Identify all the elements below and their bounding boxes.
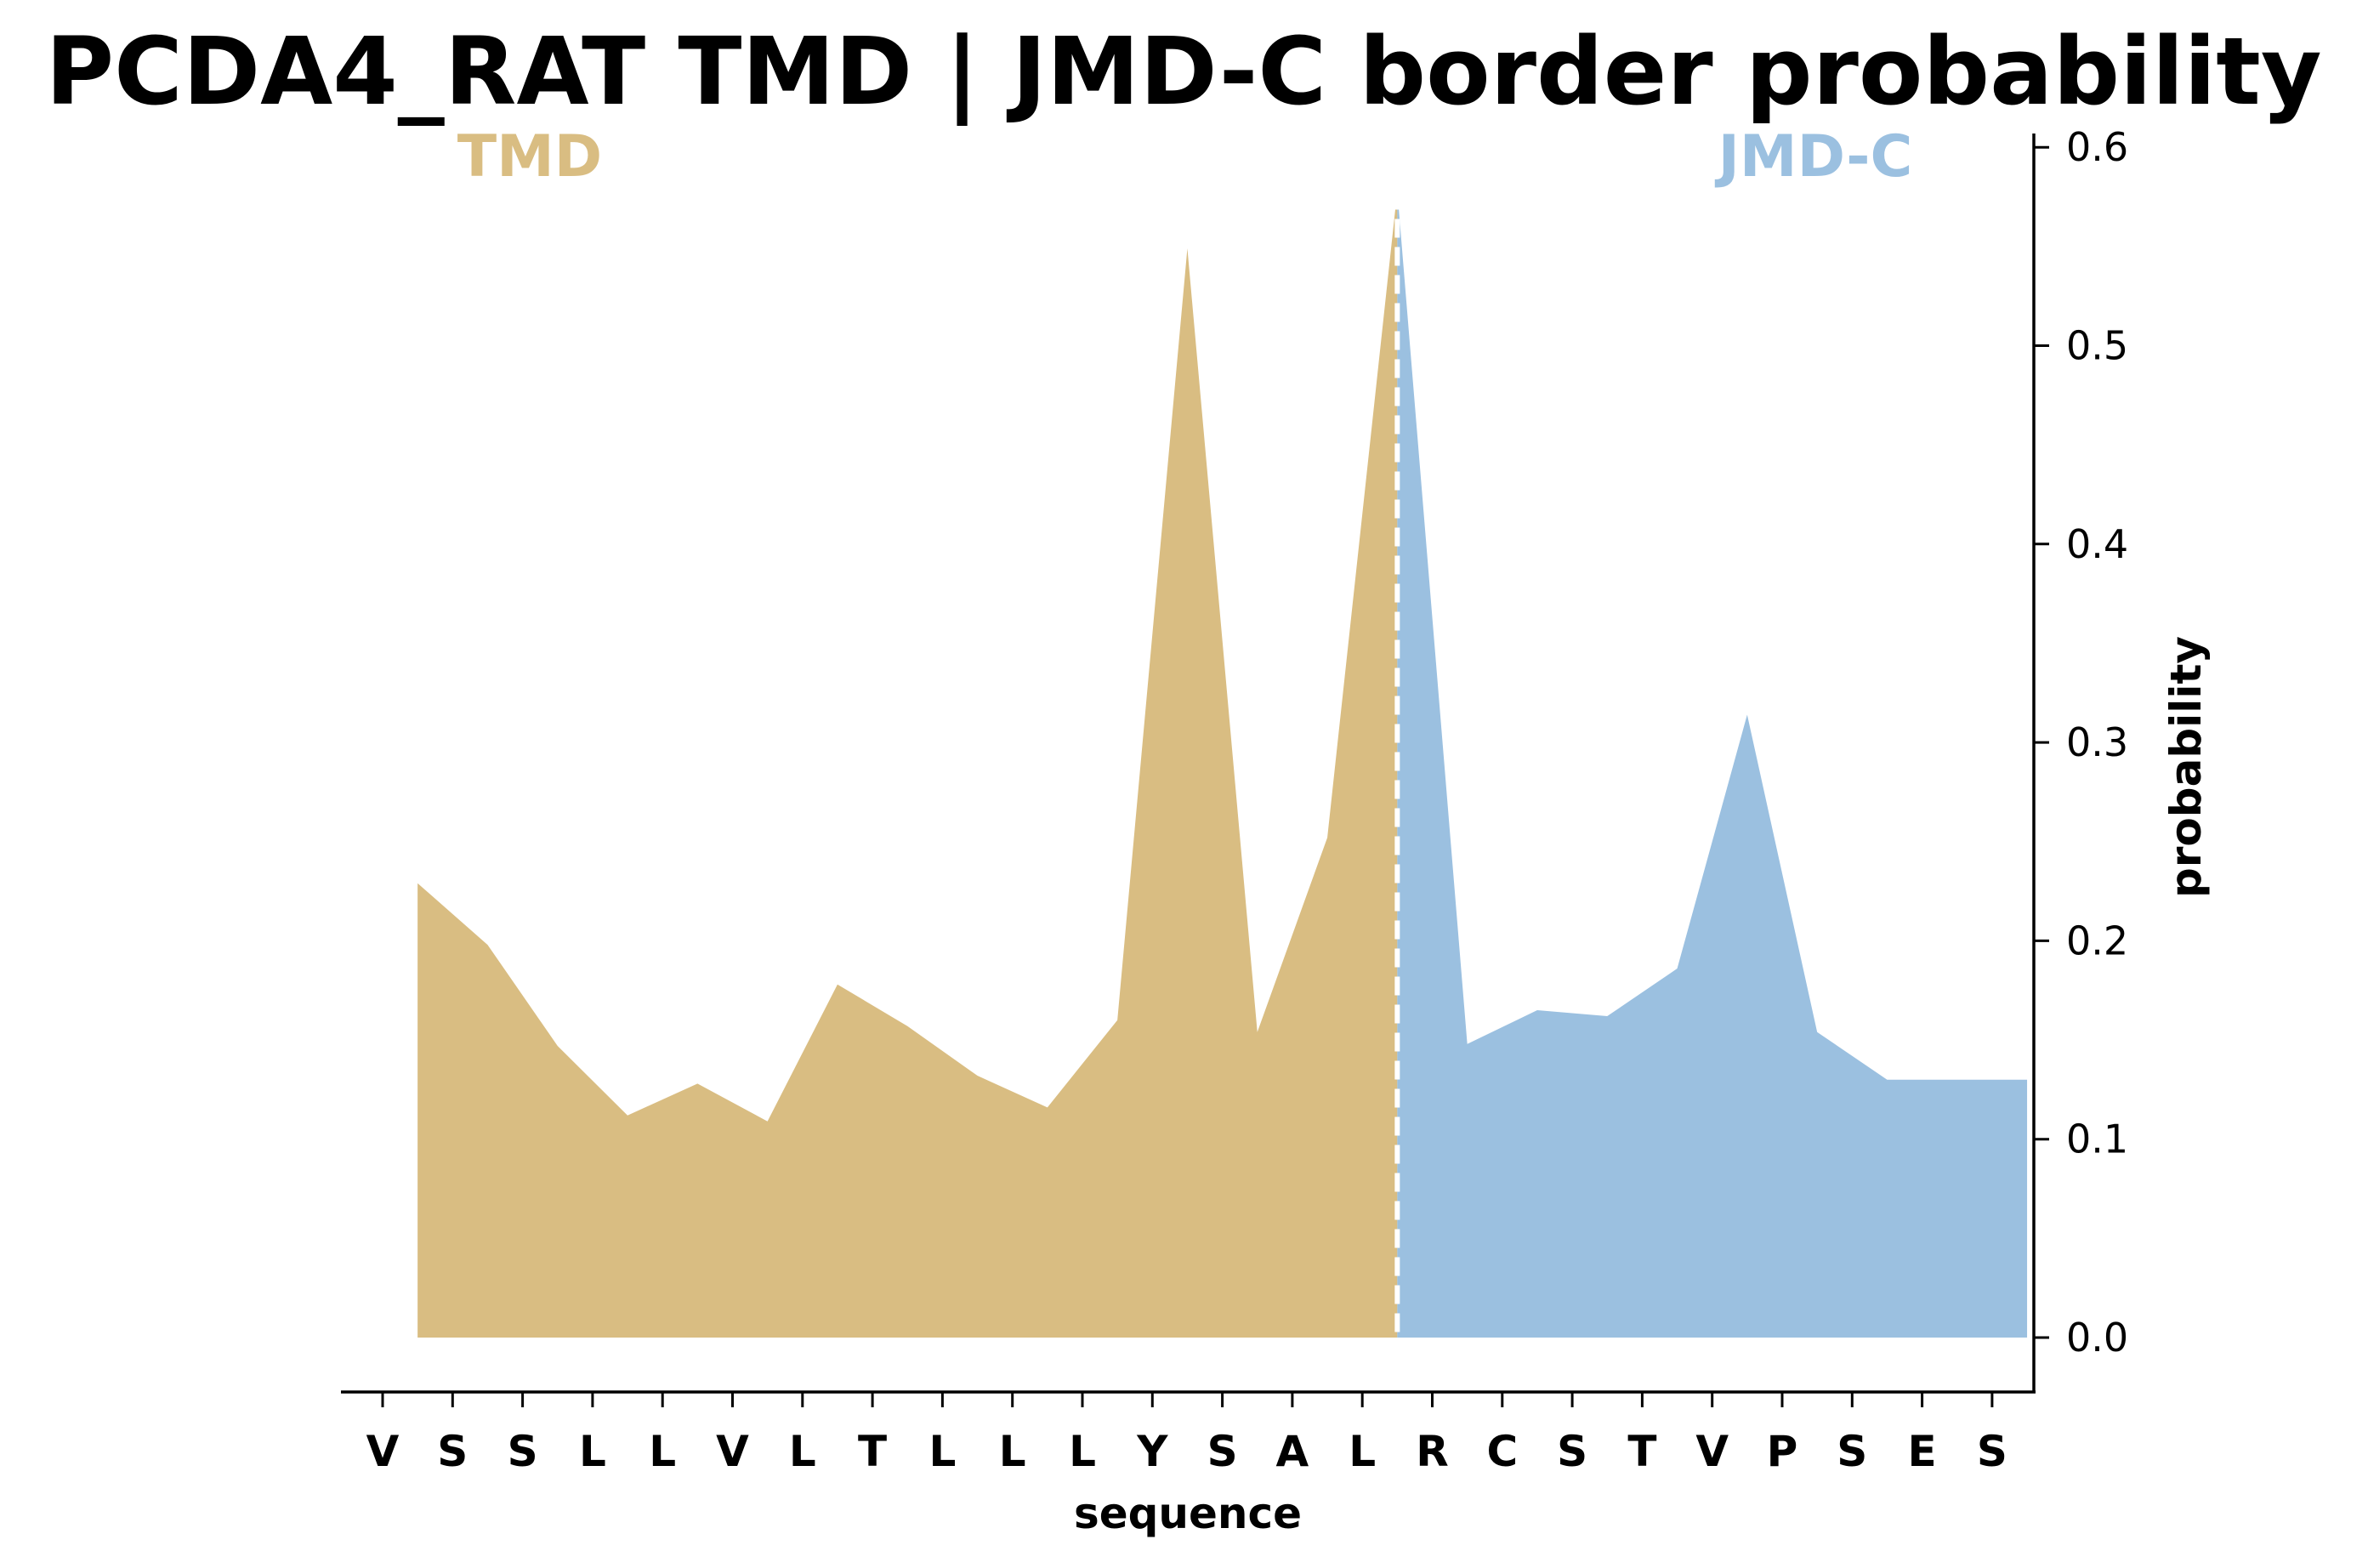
x-tick-label: S xyxy=(437,1427,468,1476)
y-tick-label: 0.6 xyxy=(2066,124,2128,170)
x-tick-label: L xyxy=(579,1427,606,1476)
x-tick-label: S xyxy=(1207,1427,1238,1476)
y-ticks: 0.0 0.1 0.2 0.3 0.4 0.5 0.6 xyxy=(2034,124,2128,1361)
y-tick-label: 0.0 xyxy=(2066,1315,2128,1361)
x-tick-label: L xyxy=(999,1427,1026,1476)
x-tick-label: P xyxy=(1767,1427,1798,1476)
region-label-jmd-c: JMD-C xyxy=(1715,123,1913,190)
y-tick-label: 0.3 xyxy=(2066,719,2128,765)
x-tick-label: V xyxy=(1695,1427,1729,1476)
chart-title: PCDA4_RAT TMD | JMD-C border probability xyxy=(45,17,2321,127)
x-tick-label: S xyxy=(508,1427,538,1476)
x-tick-label: S xyxy=(1837,1427,1867,1476)
x-tick-label: L xyxy=(789,1427,816,1476)
area-jmd-c xyxy=(1397,190,2028,1338)
x-tick-label: L xyxy=(1349,1427,1376,1476)
x-tick-label: V xyxy=(716,1427,749,1476)
x-tick-label: S xyxy=(1977,1427,2007,1476)
x-tick-label: E xyxy=(1908,1427,1937,1476)
x-tick-label: A xyxy=(1276,1427,1309,1476)
x-tick-label: L xyxy=(1069,1427,1096,1476)
y-tick-label: 0.5 xyxy=(2066,323,2128,369)
area-tmd xyxy=(417,190,1398,1338)
x-tick-label: Y xyxy=(1136,1427,1168,1476)
x-tick-label: S xyxy=(1557,1427,1587,1476)
x-axis-label: sequence xyxy=(1074,1489,1302,1538)
x-tick-label: L xyxy=(649,1427,676,1476)
x-tick-label: L xyxy=(928,1427,956,1476)
x-tick-label: T xyxy=(858,1427,887,1476)
region-label-tmd: TMD xyxy=(457,123,603,190)
x-tick-label: C xyxy=(1486,1427,1518,1476)
y-axis-label: probability xyxy=(2161,636,2211,898)
y-tick-label: 0.4 xyxy=(2066,521,2128,567)
x-tick-label: R xyxy=(1416,1427,1449,1476)
y-tick-label: 0.1 xyxy=(2066,1116,2128,1162)
probability-area xyxy=(417,190,2028,1338)
x-tick-label: T xyxy=(1627,1427,1656,1476)
x-tick-label: V xyxy=(366,1427,400,1476)
y-tick-label: 0.2 xyxy=(2066,918,2128,963)
